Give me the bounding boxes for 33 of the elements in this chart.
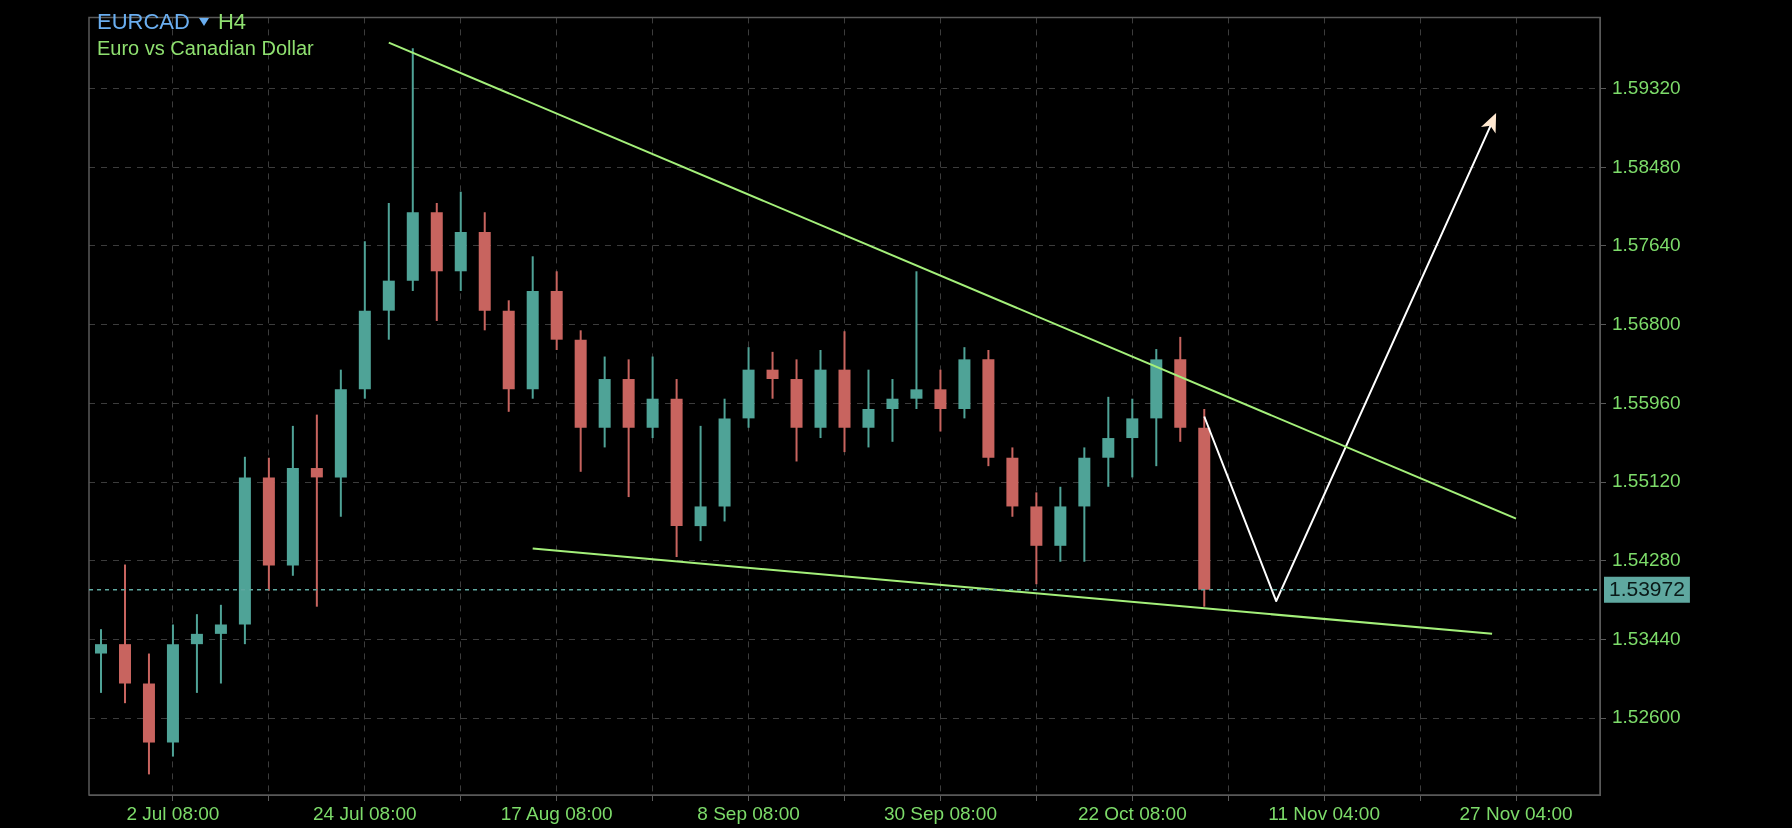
y-tick-label: 1.54280 xyxy=(1612,549,1681,571)
y-tick-label: 1.56800 xyxy=(1612,312,1681,334)
candlestick xyxy=(862,368,875,449)
y-tick-label: 1.55960 xyxy=(1612,391,1681,413)
chart-title: EURCAD xyxy=(97,8,190,36)
candlestick xyxy=(886,378,899,443)
y-tick-label: 1.59320 xyxy=(1612,76,1681,98)
candlestick xyxy=(934,368,947,433)
x-tick-label: 22 Oct 08:00 xyxy=(1077,802,1187,824)
x-tick-label: 8 Sep 08:00 xyxy=(697,802,800,824)
candlestick xyxy=(766,350,779,400)
ref-line-label: 1.53972 xyxy=(1609,577,1685,601)
x-tick-label: 2 Jul 08:00 xyxy=(126,802,220,824)
x-tick-label: 11 Nov 04:00 xyxy=(1268,802,1380,824)
candlestick xyxy=(910,270,923,411)
y-tick-label: 1.55120 xyxy=(1612,470,1681,492)
x-tick-label: 24 Jul 08:00 xyxy=(313,802,417,824)
candlestick xyxy=(190,613,203,694)
candlestick xyxy=(214,603,227,685)
x-tick-label: 17 Aug 08:00 xyxy=(500,802,613,824)
candlestick xyxy=(94,628,107,694)
candlestick xyxy=(1102,395,1115,488)
candlestick xyxy=(694,424,707,543)
candlestick xyxy=(310,413,323,608)
annotation: H4 xyxy=(217,8,247,36)
text: Euro vs Canadian Dollar xyxy=(97,35,314,61)
y-tick-label: 1.52600 xyxy=(1612,706,1681,728)
candlestick xyxy=(1126,397,1139,479)
y-tick-label: 1.58480 xyxy=(1612,155,1681,177)
x-tick-label: 30 Sep 08:00 xyxy=(883,802,997,824)
y-tick-label: 1.53440 xyxy=(1612,627,1681,649)
y-tick-label: 1.57640 xyxy=(1612,234,1681,256)
x-tick-label: 27 Nov 04:00 xyxy=(1459,802,1573,824)
